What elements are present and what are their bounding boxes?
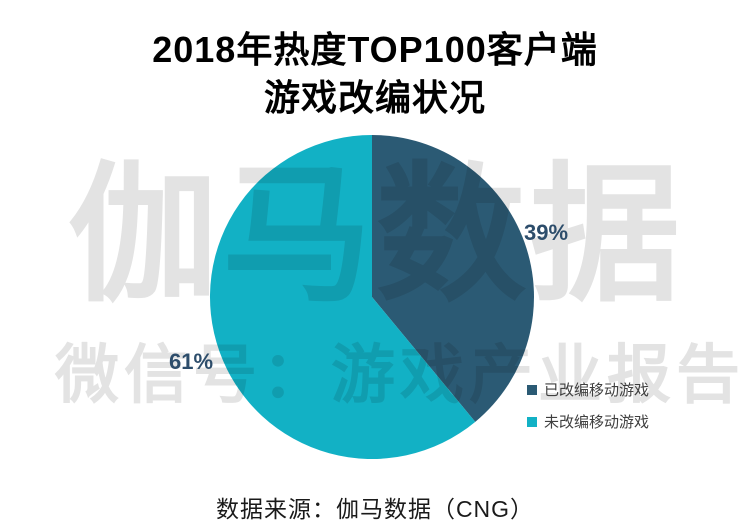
legend-swatch-not-adapted-icon — [527, 416, 537, 427]
chart-title-line1: 2018年热度TOP100客户端 — [152, 29, 598, 70]
legend-label-adapted: 已改编移动游戏 — [544, 382, 650, 399]
slice-percent-label-not-adapted: 61% — [169, 349, 214, 374]
chart-title-line2: 游戏改编状况 — [263, 77, 486, 118]
chart-title: 2018年热度TOP100客户端 游戏改编状况 — [0, 26, 750, 122]
pie-slice-1 — [209, 135, 476, 459]
data-source-note: 数据来源：伽马数据（CNG） — [215, 496, 535, 522]
legend-item-adapted: 已改编移动游戏 — [527, 381, 650, 399]
legend-label-not-adapted: 未改编移动游戏 — [544, 414, 650, 431]
pie-slice-0 — [372, 135, 534, 422]
legend-item-not-adapted: 未改编移动游戏 — [527, 413, 650, 431]
legend: 已改编移动游戏 未改编移动游戏 — [527, 381, 650, 431]
slice-percent-label-adapted: 39% — [524, 220, 569, 245]
legend-swatch-adapted-icon — [527, 384, 537, 395]
